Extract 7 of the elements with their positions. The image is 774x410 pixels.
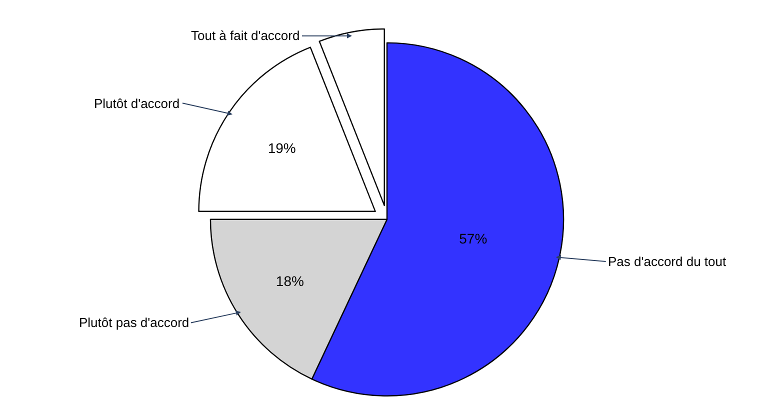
data-label: 19% [268, 140, 296, 156]
slice-label: Pas d'accord du tout [608, 254, 726, 269]
data-label: 57% [459, 230, 488, 247]
slice-label: Plutôt pas d'accord [79, 315, 190, 330]
data-label: 18% [276, 272, 304, 289]
slice-label: Plutôt d'accord [94, 96, 180, 111]
slice-label: Tout à fait d'accord [191, 28, 300, 43]
